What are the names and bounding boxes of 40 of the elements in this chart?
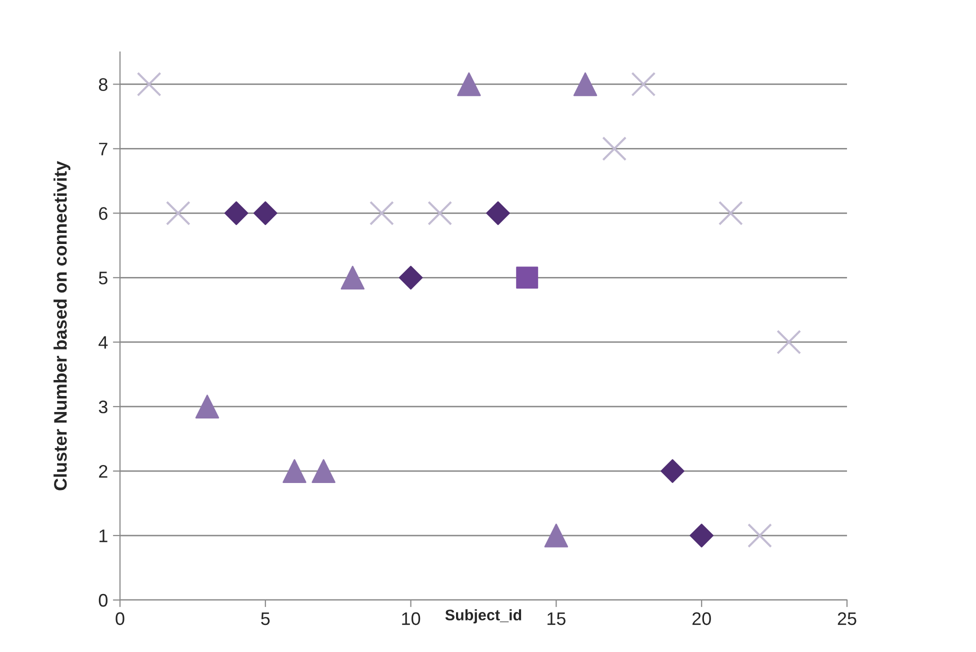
point (282, 459, 306, 483)
point (398, 266, 423, 290)
y-tick-label: 2 (99, 464, 108, 478)
y-tick-label: 7 (99, 142, 108, 156)
point (254, 201, 278, 226)
point (573, 72, 598, 96)
y-tick-label: 6 (99, 207, 108, 220)
x-tick-label: 20 (692, 612, 711, 626)
point (544, 524, 568, 548)
point (486, 201, 510, 226)
x-tick-label: 10 (402, 612, 420, 626)
y-tick-label: 3 (98, 400, 108, 414)
point (136, 72, 162, 96)
point (516, 266, 538, 289)
y-tick-label: 8 (98, 78, 108, 91)
point (690, 524, 714, 548)
point (312, 459, 336, 483)
y-tick-label: 4 (98, 336, 108, 349)
x-axis-title: Subject_id (445, 609, 522, 624)
y-axis-title: Cluster Number based on connectivity (54, 161, 70, 490)
x-tick-label: 25 (838, 612, 856, 626)
x-tick-label: 5 (261, 612, 270, 626)
point (660, 459, 684, 483)
point (602, 136, 627, 161)
point (224, 201, 248, 226)
y-tick-label: 1 (100, 530, 108, 542)
point (748, 523, 772, 548)
point (776, 330, 802, 354)
point (457, 72, 481, 96)
point (369, 200, 394, 226)
point (631, 72, 656, 96)
point (718, 200, 743, 226)
point (195, 394, 220, 418)
y-tick-label: 5 (98, 272, 108, 284)
point (340, 266, 365, 290)
x-tick-label: 15 (548, 612, 566, 626)
x-tick-label: 0 (116, 612, 124, 626)
point (166, 200, 190, 226)
point (428, 200, 452, 226)
y-tick-label: 0 (98, 594, 108, 607)
